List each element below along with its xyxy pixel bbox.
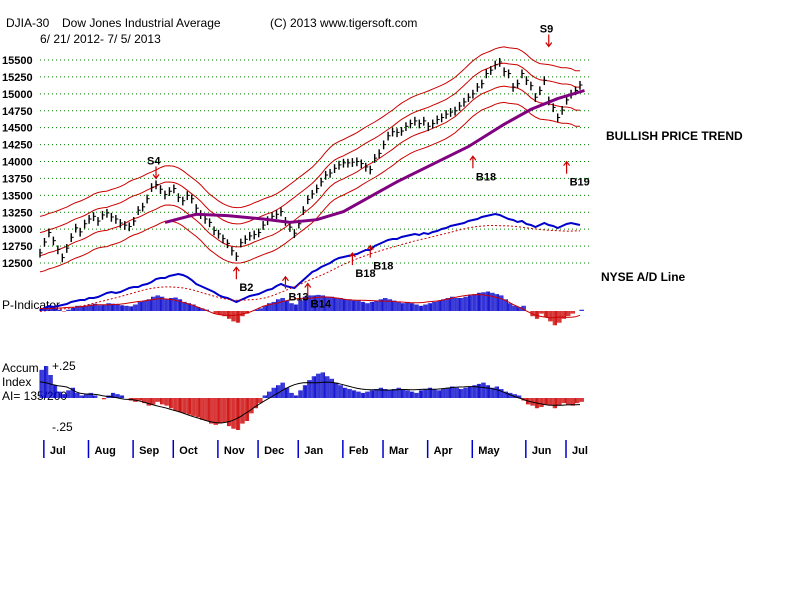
buy-signal-label: B18: [476, 171, 496, 183]
y-tick-label: 15500: [2, 55, 33, 67]
p-indicator-histogram: [39, 291, 584, 326]
lower-inner-band: [39, 85, 580, 257]
index-name: Dow Jones Industrial Average: [62, 16, 221, 30]
accum-title-1: Accum: [2, 361, 39, 375]
buy-signal-label: B19: [570, 177, 590, 189]
y-tick-label: 14750: [2, 106, 33, 118]
ad-line-trace: [39, 212, 581, 311]
y-tick-label: 12500: [2, 258, 33, 270]
month-label: Jul: [50, 445, 66, 457]
month-label: Apr: [434, 445, 454, 457]
buy-signal-label: B18: [373, 261, 393, 273]
y-tick-label: 15250: [2, 72, 33, 84]
month-label: Oct: [179, 445, 198, 457]
month-label: Jul: [572, 445, 588, 457]
p-indicator-ma: [39, 294, 581, 319]
buy-signal-arrowhead: [304, 282, 312, 288]
month-label: Jun: [532, 445, 552, 457]
y-tick-label: 15000: [2, 89, 33, 101]
buy-signal-arrowhead: [232, 266, 240, 272]
upper-inner-band: [39, 62, 580, 234]
sell-signal-label: S9: [540, 23, 553, 35]
sell-signal-arrowhead: [152, 174, 160, 180]
buy-signal-arrowhead: [281, 275, 289, 282]
accum-top-label: +.25: [52, 359, 76, 373]
moving-average: [164, 89, 585, 224]
buy-signal-arrowhead: [469, 155, 477, 161]
y-tick-label: 14000: [2, 157, 33, 169]
buy-signal-label: B2: [239, 282, 253, 294]
month-label: Dec: [264, 445, 284, 457]
y-tick-label: 13500: [2, 190, 33, 202]
price-bars: [39, 57, 583, 263]
y-tick-label: 13250: [2, 207, 33, 219]
buy-signal-arrowhead: [563, 160, 571, 167]
y-tick-label: 14500: [2, 123, 33, 135]
buy-signal-label: B18: [355, 268, 375, 280]
y-tick-label: 14250: [2, 140, 33, 152]
buy-signal-label: B14: [311, 298, 332, 310]
month-label: Feb: [349, 445, 369, 457]
ad-line: [39, 212, 581, 312]
symbol-label: DJIA-30: [6, 16, 50, 30]
sell-signal-label: S4: [147, 155, 161, 167]
month-label: Aug: [94, 445, 115, 457]
ma-line: [164, 89, 585, 224]
buy-signal-arrowhead: [366, 244, 374, 250]
accum-title-2: Index: [2, 375, 31, 389]
buy-signal-arrowhead: [348, 252, 356, 258]
date-range: 6/ 21/ 2012- 7/ 5/ 2013: [40, 32, 161, 46]
upper-outer-band: [39, 46, 580, 217]
month-axis: Jul Aug Sep Oct Nov Dec Jan Feb Mar Apr May Jun Jul: [43, 440, 588, 458]
y-tick-label: 13750: [2, 173, 33, 185]
lower-outer-band: [39, 101, 580, 273]
ad-line-label: NYSE A/D Line: [601, 270, 686, 284]
y-tick-label: 13000: [2, 224, 33, 236]
accum-bottom-label: -.25: [52, 420, 73, 434]
month-label: Jan: [304, 445, 323, 457]
trend-label: BULLISH PRICE TREND: [606, 129, 743, 143]
month-label: Sep: [139, 445, 159, 457]
accum-histogram: [39, 366, 584, 430]
price-axis-ticks: 12500 12750 13000 13250 13500 13750 14000 14250…: [2, 55, 33, 270]
sell-signal-arrowhead: [545, 42, 553, 48]
ad-line-ma: [39, 225, 580, 312]
month-label: Nov: [224, 445, 246, 457]
buy-signal-label: B13: [288, 292, 308, 304]
price-bands: [39, 46, 580, 273]
month-label: May: [478, 445, 500, 457]
month-label: Mar: [389, 445, 409, 457]
y-tick-label: 12750: [2, 241, 33, 253]
copyright-label: (C) 2013 www.tigersoft.com: [270, 16, 417, 30]
accum-ma: [39, 381, 581, 424]
